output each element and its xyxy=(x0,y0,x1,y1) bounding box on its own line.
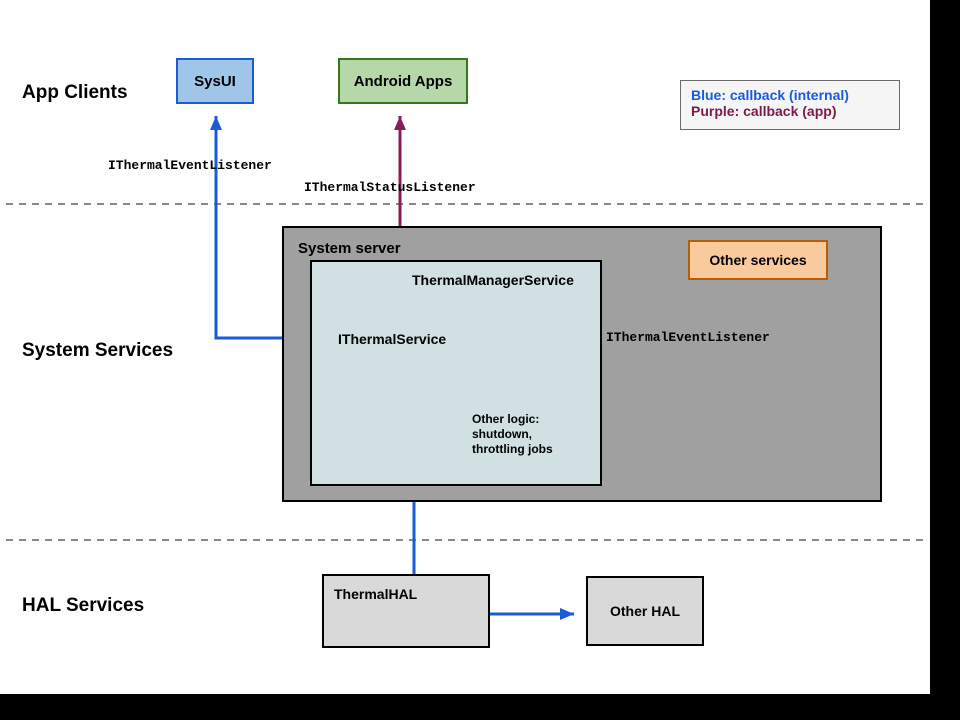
legend-line-purple: Purple: callback (app) xyxy=(691,103,889,119)
e-apps-label: IThermalStatusListener xyxy=(304,180,476,195)
other-hal-box: Other HAL xyxy=(586,576,704,646)
system-server-title: System server xyxy=(298,240,401,257)
e-sysui-label: IThermalEventListener xyxy=(108,158,272,173)
legend-box: Blue: callback (internal)Purple: callbac… xyxy=(680,80,900,130)
section-label-hal-services: HAL Services xyxy=(22,595,144,617)
other-services-box-label: Other services xyxy=(709,252,806,268)
other-hal-box-label: Other HAL xyxy=(610,603,680,619)
e-hal-right-arrowhead xyxy=(560,608,574,620)
sysui-box: SysUI xyxy=(176,58,254,104)
android-apps-box-label: Android Apps xyxy=(354,73,453,90)
e-other-services-label: IThermalEventListener xyxy=(606,330,770,345)
e-sysui-arrowhead xyxy=(210,116,222,130)
ithermal-service-box-text: IThermalService xyxy=(326,312,500,366)
thermal-manager-title: ThermalManagerService xyxy=(412,272,574,288)
other-logic-box-text: Other logic:shutdown,throttling jobs xyxy=(460,398,584,470)
diagram-canvas: App Clients System Services HAL Services Bl… xyxy=(0,0,930,694)
thermal-hal-box: ThermalHAL xyxy=(322,574,490,648)
other-logic-line-1: Other logic: xyxy=(472,412,572,427)
other-logic-line-2: shutdown, xyxy=(472,427,572,442)
other-services-box: Other services xyxy=(688,240,828,280)
ithermal-service-label: IThermalService xyxy=(338,331,446,347)
thermal-hal-label: ThermalHAL xyxy=(334,586,417,602)
other-logic-line-3: throttling jobs xyxy=(472,442,572,457)
android-apps-box: Android Apps xyxy=(338,58,468,104)
sysui-box-label: SysUI xyxy=(194,73,236,90)
legend-line-blue: Blue: callback (internal) xyxy=(691,87,889,103)
e-apps-arrowhead xyxy=(394,116,406,130)
section-label-app-clients: App Clients xyxy=(22,82,128,104)
section-label-system-services: System Services xyxy=(22,340,173,362)
